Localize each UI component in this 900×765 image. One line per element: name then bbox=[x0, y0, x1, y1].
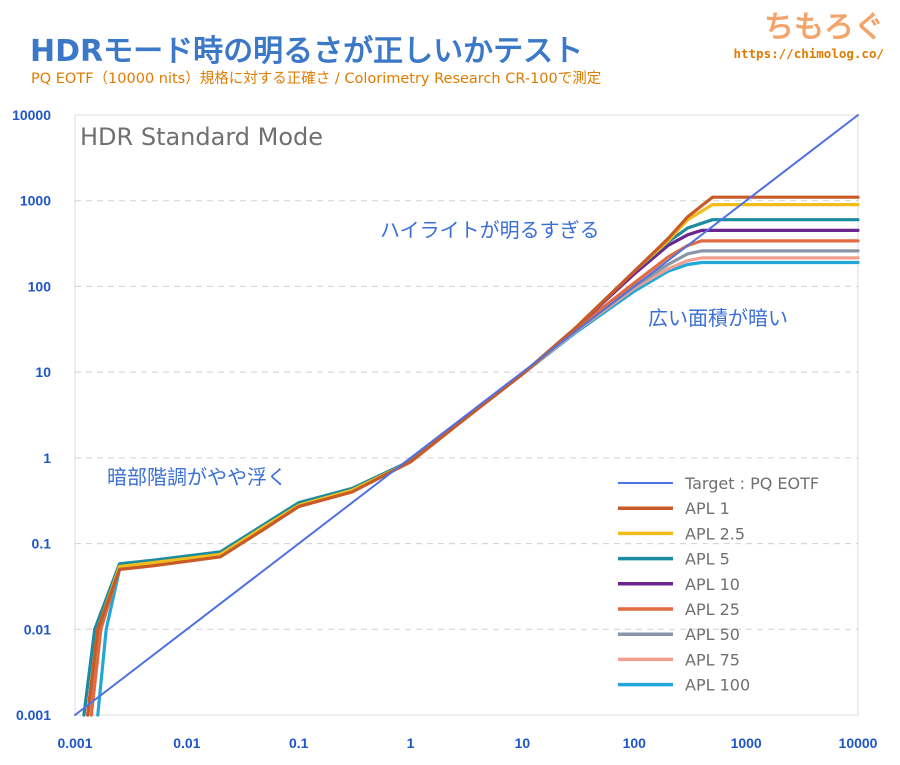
legend-label: APL 25 bbox=[685, 600, 740, 619]
x-tick-label: 10 bbox=[515, 735, 531, 751]
series-line bbox=[74, 114, 859, 716]
plot-area bbox=[74, 114, 859, 716]
brand-logo: ちもろぐ https://chimolog.co/ bbox=[733, 2, 884, 61]
series-line bbox=[86, 203, 860, 717]
legend-label: APL 10 bbox=[685, 575, 740, 594]
annotation-label: 暗部階調がやや浮く bbox=[107, 465, 287, 489]
y-tick-label: 0.01 bbox=[24, 621, 51, 637]
y-tick-label: 1 bbox=[43, 450, 51, 466]
y-tick-label: 0.001 bbox=[16, 707, 51, 723]
x-tick-label: 10000 bbox=[839, 735, 878, 751]
x-tick-label: 0.1 bbox=[289, 735, 309, 751]
legend-label: APL 100 bbox=[685, 676, 750, 695]
y-tick-label: 10000 bbox=[12, 107, 51, 123]
x-tick-label: 100 bbox=[623, 735, 647, 751]
chart-subtitle: PQ EOTF（10000 nits）規格に対する正確さ / Colorimet… bbox=[31, 71, 602, 87]
legend-label: APL 50 bbox=[685, 625, 740, 644]
brand-url: https://chimolog.co/ bbox=[733, 46, 884, 61]
brand-name: ちもろぐ bbox=[764, 10, 884, 45]
y-tick-label: 1000 bbox=[20, 193, 51, 209]
x-tick-label: 1 bbox=[407, 735, 415, 751]
y-tick-label: 10 bbox=[35, 364, 51, 380]
panel-label: HDR Standard Mode bbox=[80, 123, 323, 151]
annotation-label: ハイライトが明るすぎる bbox=[380, 218, 600, 242]
series-line bbox=[86, 195, 860, 717]
x-tick-label: 0.001 bbox=[57, 735, 92, 751]
chart-title: HDRモード時の明るさが正しいかテスト bbox=[30, 34, 584, 69]
legend-label: APL 75 bbox=[685, 650, 740, 669]
legend-label: APL 5 bbox=[685, 550, 730, 569]
legend-label: APL 1 bbox=[685, 499, 730, 518]
x-tick-label: 1000 bbox=[731, 735, 762, 751]
y-tick-label: 0.1 bbox=[32, 536, 52, 552]
x-tick-label: 0.01 bbox=[173, 735, 200, 751]
y-tick-label: 100 bbox=[28, 278, 52, 294]
legend-label: Target : PQ EOTF bbox=[684, 474, 819, 493]
annotation-label: 広い面積が暗い bbox=[648, 306, 788, 330]
legend-label: APL 2.5 bbox=[685, 524, 745, 543]
